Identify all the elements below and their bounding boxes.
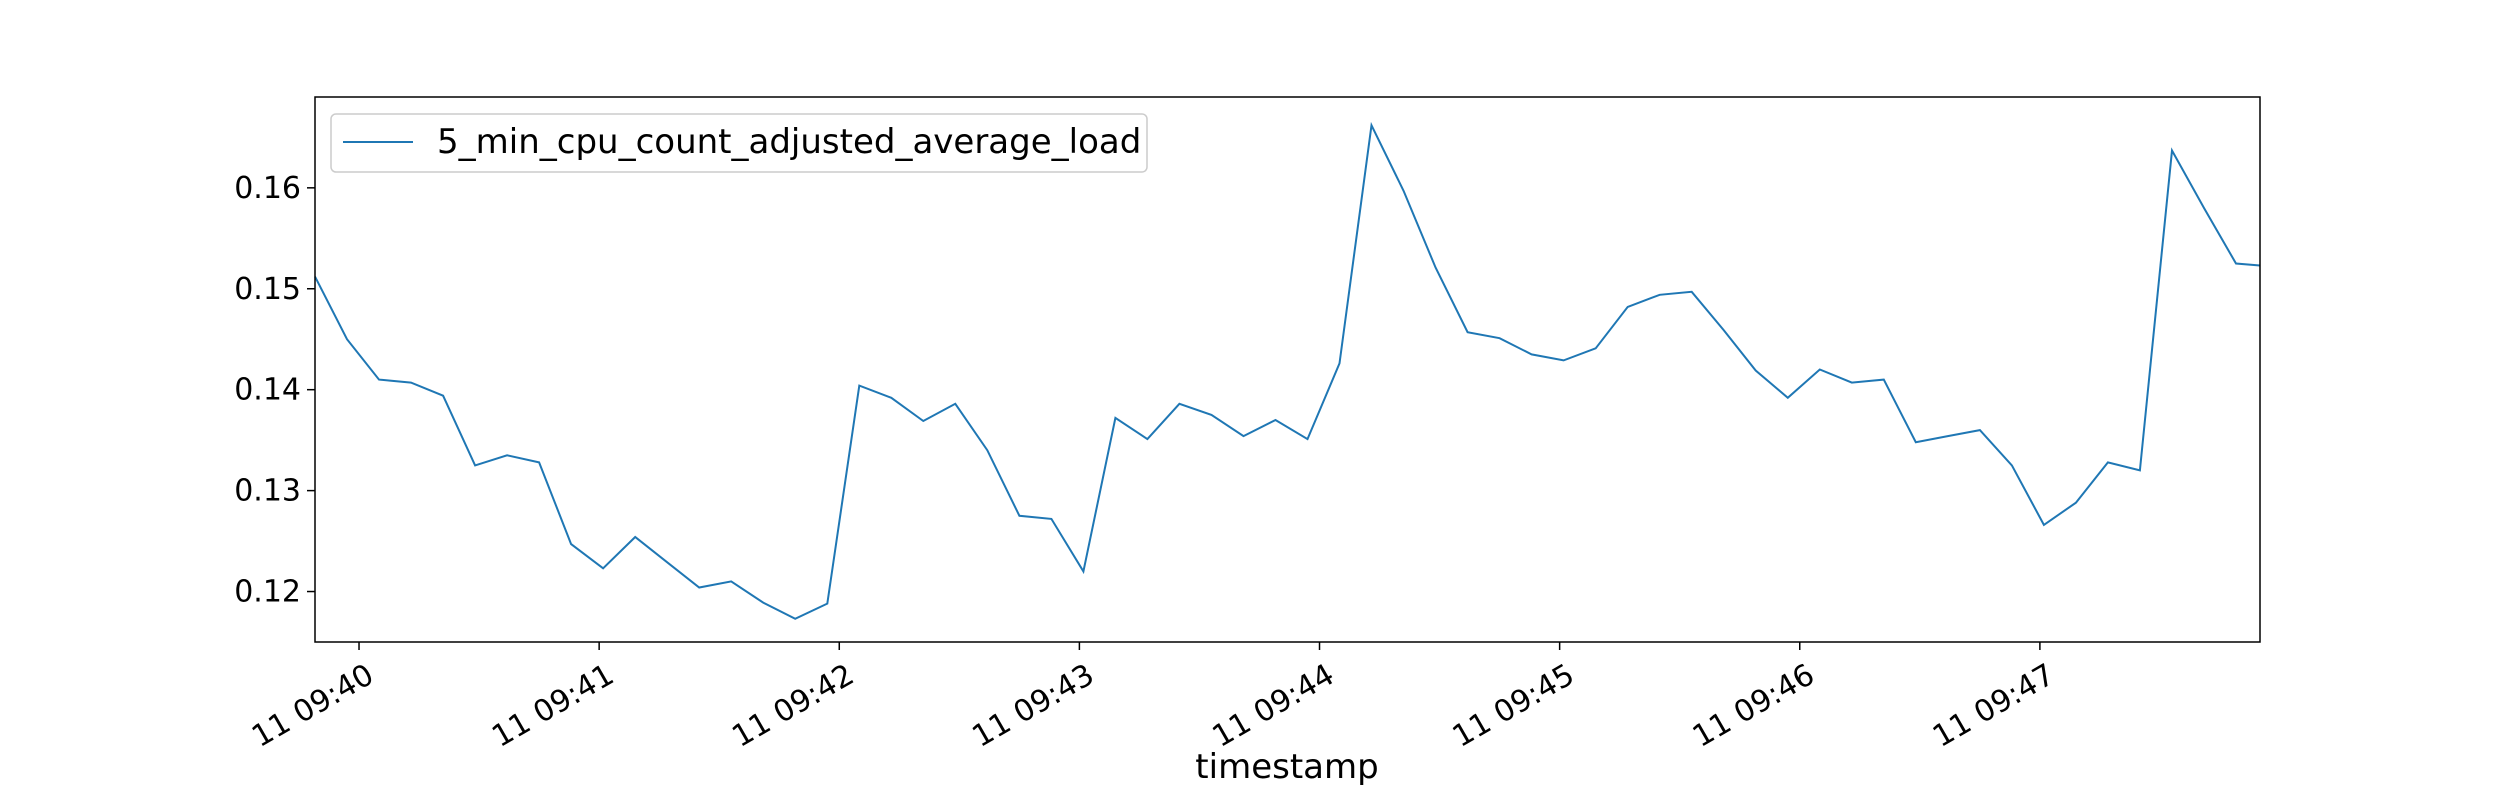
series-line: [314, 121, 2261, 620]
legend-box: [330, 113, 1148, 173]
y-tick-label: 0.12: [234, 575, 301, 610]
x-axis-title: timestamp: [1195, 747, 1378, 787]
y-tick-label: 0.14: [234, 373, 301, 408]
y-axis-ticks: 0.12 0.13 0.14 0.15 0.16: [234, 171, 315, 610]
y-tick-label: 0.16: [234, 171, 301, 206]
legend: 5_min_cpu_count_adjusted_average_load: [330, 113, 1148, 173]
plot-frame: [314, 96, 2261, 643]
y-tick-label: 0.13: [234, 474, 301, 509]
y-tick-label: 0.15: [234, 272, 301, 307]
legend-label: 5_min_cpu_count_adjusted_average_load: [437, 122, 1141, 162]
